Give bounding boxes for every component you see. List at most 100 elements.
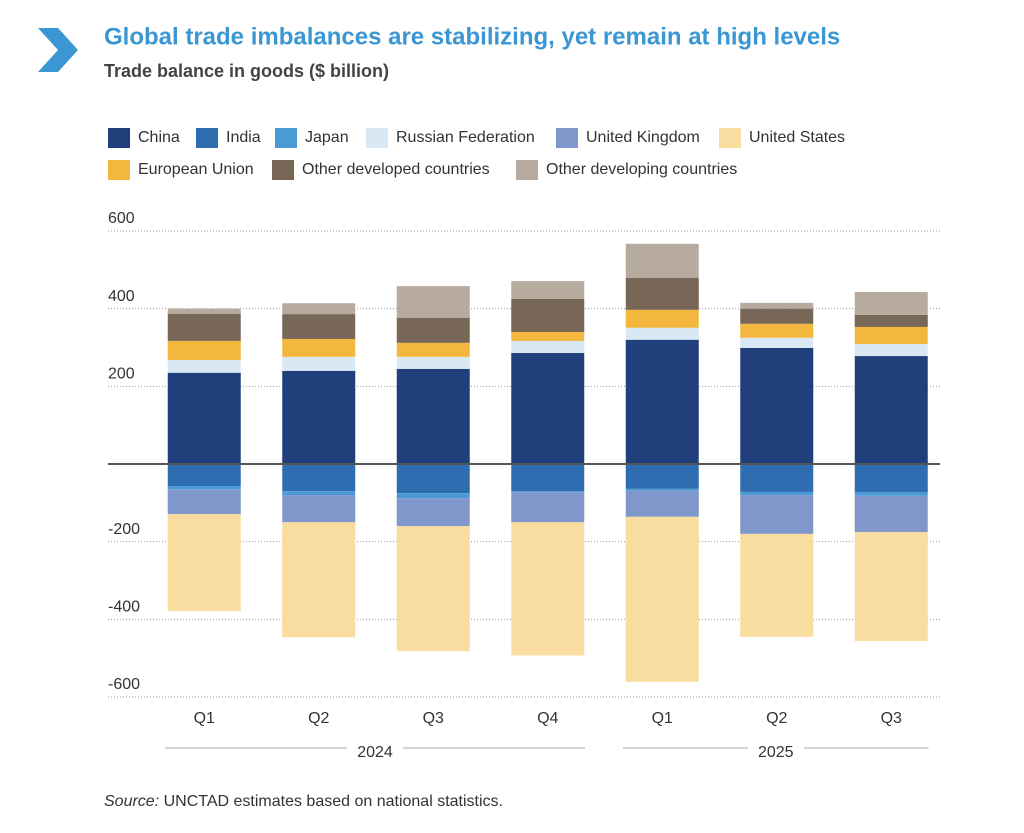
x-tick-label: Q4 bbox=[537, 710, 558, 727]
bar-segment bbox=[854, 314, 928, 327]
x-tick-label: Q2 bbox=[308, 710, 329, 727]
bar-segment bbox=[282, 356, 356, 371]
bar-segment bbox=[511, 281, 585, 299]
y-tick-label: -600 bbox=[108, 676, 140, 693]
y-tick-label: 600 bbox=[108, 210, 135, 227]
chevron-icon bbox=[38, 28, 78, 72]
source-text: UNCTAD estimates based on national stati… bbox=[164, 793, 503, 810]
group-label: 2024 bbox=[357, 744, 393, 761]
bar-segment bbox=[625, 339, 699, 464]
bar-segment bbox=[740, 337, 814, 348]
legend-label: India bbox=[226, 129, 261, 146]
bar-segment bbox=[854, 491, 928, 496]
bar-segment bbox=[167, 340, 241, 360]
bar-segment bbox=[396, 526, 470, 652]
bar-segment bbox=[511, 352, 585, 464]
bar-segment bbox=[740, 302, 814, 309]
bar-segment bbox=[854, 344, 928, 357]
bar-segment bbox=[625, 516, 699, 682]
legend-swatch bbox=[196, 128, 218, 148]
bar-segment bbox=[282, 522, 356, 638]
bar-segment bbox=[167, 489, 241, 515]
bar-segment bbox=[854, 356, 928, 464]
bar-segment bbox=[740, 464, 814, 492]
x-tick-label: Q1 bbox=[652, 710, 673, 727]
bar-segment bbox=[625, 488, 699, 491]
bar-segment bbox=[854, 531, 928, 642]
bar-segment bbox=[167, 308, 241, 314]
bar-segment bbox=[282, 370, 356, 464]
chart-title: Global trade imbalances are stabilizing,… bbox=[104, 23, 840, 50]
bar-segment bbox=[740, 533, 814, 637]
legend-label: China bbox=[138, 129, 180, 146]
legend-swatch bbox=[275, 128, 297, 148]
bar-segment bbox=[511, 331, 585, 341]
bar-segment bbox=[740, 323, 814, 338]
bar-segment bbox=[854, 464, 928, 492]
legend-swatch bbox=[272, 160, 294, 180]
legend-label: United Kingdom bbox=[586, 129, 700, 146]
bar-segment bbox=[396, 464, 470, 494]
bar-segment bbox=[167, 313, 241, 341]
bar-segment bbox=[167, 372, 241, 464]
source-label: Source: bbox=[104, 793, 159, 810]
legend-label: Russian Federation bbox=[396, 129, 535, 146]
legend-swatch bbox=[366, 128, 388, 148]
bar-segment bbox=[282, 314, 356, 339]
bar-segment bbox=[740, 308, 814, 324]
bar-segment bbox=[740, 491, 814, 496]
bar-segment bbox=[854, 495, 928, 532]
x-tick-label: Q1 bbox=[194, 710, 215, 727]
bar-segment bbox=[167, 514, 241, 612]
bar-segment bbox=[396, 493, 470, 499]
y-tick-label: -400 bbox=[108, 599, 140, 616]
legend-label: United States bbox=[749, 129, 845, 146]
bar-segment bbox=[511, 464, 585, 492]
bar-segment bbox=[396, 498, 470, 527]
bar-segment bbox=[511, 298, 585, 332]
bar-segment bbox=[511, 340, 585, 353]
bar-segment bbox=[167, 486, 241, 490]
bar-segment bbox=[282, 495, 356, 523]
bar-segment bbox=[282, 491, 356, 496]
bar-segment bbox=[396, 356, 470, 369]
legend-swatch bbox=[516, 160, 538, 180]
bar-segment bbox=[511, 492, 585, 523]
x-tick-label: Q3 bbox=[423, 710, 444, 727]
bar-segment bbox=[625, 490, 699, 517]
y-tick-label: -200 bbox=[108, 521, 140, 538]
legend-swatch bbox=[108, 160, 130, 180]
bar-segment bbox=[854, 326, 928, 345]
bar-segment bbox=[625, 309, 699, 328]
x-tick-label: Q3 bbox=[881, 710, 902, 727]
bar-segment bbox=[167, 359, 241, 373]
bar-segment bbox=[396, 317, 470, 343]
bar-segment bbox=[282, 464, 356, 492]
legend-swatch bbox=[556, 128, 578, 148]
x-tick-label: Q2 bbox=[766, 710, 787, 727]
y-tick-label: 200 bbox=[108, 366, 135, 383]
bar-segment bbox=[396, 368, 470, 464]
legend-swatch bbox=[108, 128, 130, 148]
bar-segment bbox=[625, 243, 699, 278]
legend-label: European Union bbox=[138, 161, 254, 178]
bar-segment bbox=[282, 303, 356, 315]
bar-segment bbox=[282, 338, 356, 357]
bar-segment bbox=[396, 342, 470, 357]
y-tick-label: 400 bbox=[108, 288, 135, 305]
bar-segment bbox=[167, 464, 241, 487]
legend-label: Other developed countries bbox=[302, 161, 490, 178]
bar-segment bbox=[854, 291, 928, 315]
bar-segment bbox=[396, 286, 470, 318]
group-label: 2025 bbox=[758, 744, 794, 761]
legend-swatch bbox=[719, 128, 741, 148]
bar-segment bbox=[625, 277, 699, 310]
bar-segment bbox=[625, 327, 699, 340]
bar-segment bbox=[511, 522, 585, 656]
source-note: Source: UNCTAD estimates based on nation… bbox=[104, 793, 503, 810]
bar-segment bbox=[740, 495, 814, 534]
bar-segment bbox=[625, 464, 699, 489]
bar-segment bbox=[740, 347, 814, 464]
legend-label: Other developing countries bbox=[546, 161, 737, 178]
